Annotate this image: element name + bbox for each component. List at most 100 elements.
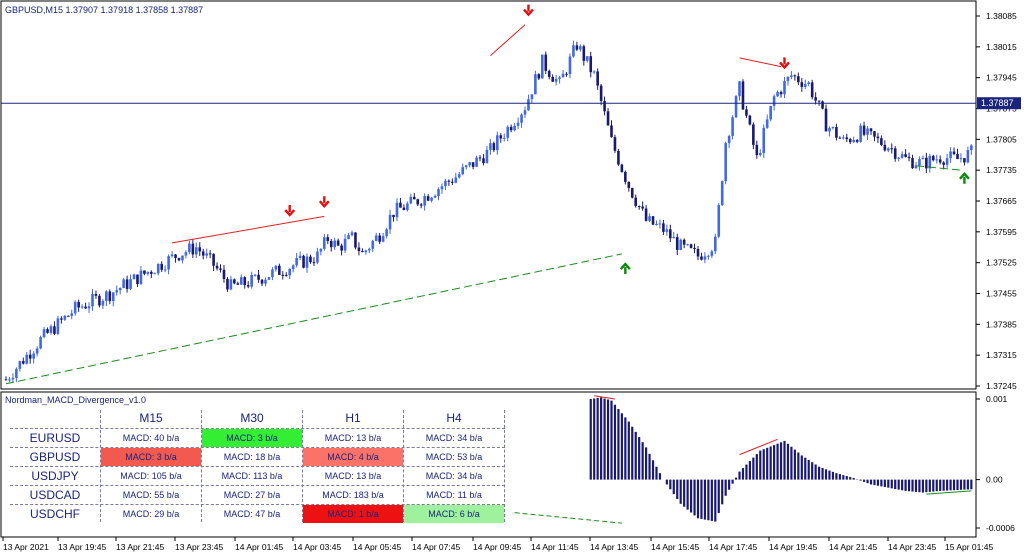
table-separator xyxy=(10,504,505,505)
candle-body xyxy=(457,174,461,178)
candle-body xyxy=(56,318,60,334)
candle-body xyxy=(343,238,347,251)
candle-body xyxy=(880,138,883,145)
candle-body xyxy=(485,149,489,164)
macd-divergence-table: M15 M30 H1 H4 EURUSD MACD: 40 b/a MACD: … xyxy=(10,408,505,523)
candle-body xyxy=(350,232,354,236)
candle-body xyxy=(215,265,219,269)
time-tick-label: 14 Apr 17:45 xyxy=(709,542,757,552)
candle-body xyxy=(790,75,793,77)
candle-body xyxy=(502,137,506,139)
candle-body xyxy=(201,251,205,256)
divergence-lines xyxy=(5,24,962,385)
price-tick-label: 1.37455 xyxy=(986,289,1017,299)
candle-body xyxy=(855,140,859,142)
time-tick-label: 14 Apr 01:45 xyxy=(235,542,283,552)
candle-body xyxy=(333,240,336,248)
candle-body xyxy=(105,291,108,301)
candle-body xyxy=(755,144,759,156)
candle-body xyxy=(288,269,292,276)
candle-body xyxy=(551,76,554,82)
candle-body xyxy=(928,155,932,169)
candle-body xyxy=(49,326,53,333)
current-price-badge xyxy=(977,97,1021,110)
candle-body xyxy=(520,114,523,123)
macd-cell: MACD: 3 b/a xyxy=(202,429,302,447)
candle-body xyxy=(869,128,873,132)
time-tick-label: 14 Apr 03:45 xyxy=(293,542,341,552)
candle-body xyxy=(143,270,146,274)
candle-body xyxy=(406,203,409,210)
macd-cell: MACD: 1 b/a xyxy=(303,505,403,523)
candle-body xyxy=(440,186,444,190)
candle-body xyxy=(935,159,939,161)
candle-body xyxy=(842,137,845,139)
candle-body xyxy=(765,119,769,128)
price-tick-label: 1.37385 xyxy=(986,319,1017,329)
candle-body xyxy=(77,301,80,308)
candle-body xyxy=(233,279,236,284)
candle-body xyxy=(87,306,91,309)
candle-body xyxy=(499,135,503,139)
time-tick-label: 14 Apr 23:45 xyxy=(888,542,936,552)
candle-body xyxy=(35,348,39,354)
candle-body xyxy=(108,291,112,302)
candle-body xyxy=(430,197,433,201)
candle-body xyxy=(710,251,714,256)
candle-body xyxy=(866,128,869,135)
candle-body xyxy=(464,165,468,168)
candle-body xyxy=(731,117,734,136)
candle-body xyxy=(250,274,253,287)
candle-body xyxy=(402,207,406,210)
candle-body xyxy=(800,82,804,87)
candle-body xyxy=(267,277,271,280)
macd-cell: MACD: 34 b/a xyxy=(425,471,483,481)
candle-body xyxy=(381,236,385,242)
candle-body xyxy=(516,122,520,126)
candle-body xyxy=(565,73,568,75)
candle-body xyxy=(637,205,641,207)
time-tick-label: 14 Apr 13:45 xyxy=(590,542,638,552)
candle-body xyxy=(589,56,593,73)
candle-body xyxy=(682,239,686,245)
candle-body xyxy=(32,353,35,359)
candle-body xyxy=(208,253,212,255)
candle-body xyxy=(779,92,783,95)
price-tick-label: 1.37945 xyxy=(986,73,1017,83)
time-tick-label: 14 Apr 19:45 xyxy=(769,542,817,552)
candle-body xyxy=(658,223,662,225)
candle-body xyxy=(475,157,478,167)
buy-arrow-icon xyxy=(619,262,631,275)
candle-body xyxy=(91,293,94,307)
time-tick-label: 14 Apr 11:45 xyxy=(531,542,579,552)
candle-body xyxy=(758,153,762,156)
price-tick-label: 1.37665 xyxy=(986,196,1017,206)
candle-body xyxy=(752,124,755,145)
macd-cell: MACD: 11 b/a xyxy=(426,490,482,500)
time-tick-label: 14 Apr 21:45 xyxy=(829,542,877,552)
candle-body xyxy=(226,278,229,290)
candle-body xyxy=(160,263,163,270)
candle-body xyxy=(893,148,897,159)
candle-body xyxy=(15,368,18,378)
candle-body xyxy=(509,126,513,131)
candle-body xyxy=(945,158,949,165)
candle-body xyxy=(447,180,451,182)
candle-body xyxy=(679,239,682,250)
candle-body xyxy=(762,127,766,154)
candle-body xyxy=(641,206,644,209)
candle-body xyxy=(482,158,485,164)
macd-cell: MACD: 18 b/a xyxy=(223,452,281,462)
candle-body xyxy=(378,235,381,242)
signal-arrows xyxy=(284,4,970,275)
candle-body xyxy=(703,256,707,260)
candle-body xyxy=(271,269,274,278)
candle-body xyxy=(60,318,63,320)
candle-body xyxy=(239,277,243,285)
macd-tick-label: -0.0006 xyxy=(986,523,1015,533)
candle-body xyxy=(392,214,395,218)
candle-body xyxy=(783,81,786,95)
sell-arrow-icon xyxy=(523,4,534,17)
symbol-header: GBPUSD,M15 1.37907 1.37918 1.37858 1.378… xyxy=(5,5,203,15)
candle-body xyxy=(146,271,150,274)
